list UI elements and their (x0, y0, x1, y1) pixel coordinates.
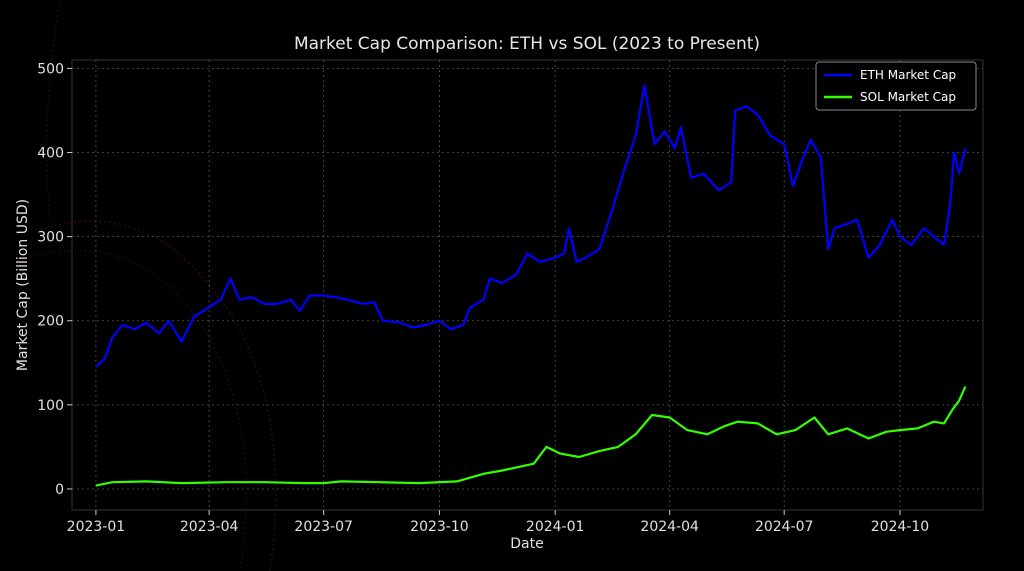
x-tick-label: 2023-10 (410, 519, 469, 535)
legend: ETH Market Cap SOL Market Cap (815, 61, 977, 111)
plot-frame (71, 59, 984, 511)
series-line-eth (95, 84, 967, 368)
series-layer (95, 84, 967, 487)
y-axis-label: Market Cap (Billion USD) (15, 199, 31, 371)
y-tick-label: 0 (55, 482, 64, 498)
y-tick-label: 500 (37, 61, 64, 77)
legend-label-eth: ETH Market Cap (860, 68, 956, 82)
x-axis-label: Date (510, 536, 543, 552)
y-tick-label: 400 (37, 146, 64, 162)
decor-curve (39, 220, 277, 571)
x-tick-label: 2024-10 (871, 519, 930, 535)
y-axis: 0 100 200 300 400 500 (37, 61, 72, 498)
grid (72, 60, 983, 510)
x-tick-label: 2023-01 (67, 519, 126, 535)
x-tick-label: 2024-04 (640, 519, 699, 535)
x-tick-label: 2024-01 (526, 519, 585, 535)
chart-title: Market Cap Comparison: ETH vs SOL (2023 … (294, 34, 760, 54)
x-tick-label: 2023-04 (180, 519, 239, 535)
y-tick-label: 100 (37, 398, 64, 414)
x-tick-label: 2023-07 (294, 519, 353, 535)
y-tick-label: 300 (37, 230, 64, 246)
series-line-sol (95, 385, 967, 487)
y-tick-label: 200 (37, 314, 64, 330)
legend-label-sol: SOL Market Cap (860, 90, 956, 104)
x-axis: 2023-01 2023-04 2023-07 2023-10 2024-01 2024-… (67, 510, 930, 535)
legend-box (815, 61, 977, 111)
x-tick-label: 2024-07 (755, 519, 814, 535)
decor-curve (45, 0, 61, 221)
